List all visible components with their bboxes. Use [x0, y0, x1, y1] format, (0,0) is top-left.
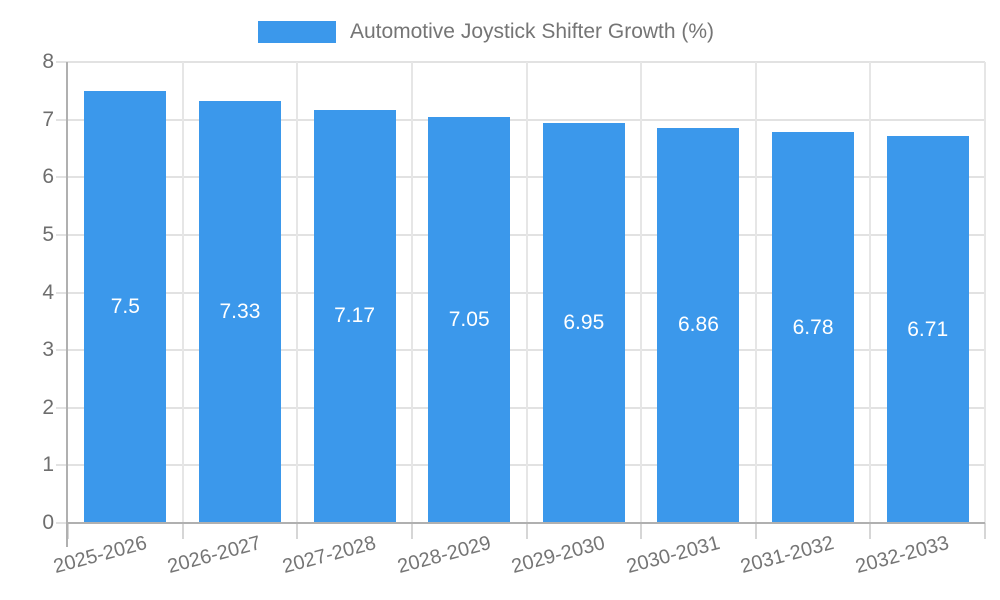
bar-value-label: 6.78: [792, 315, 834, 339]
x-axis-category-label: 2026-2027: [165, 532, 264, 579]
y-axis-tick-label: 4: [42, 280, 54, 304]
y-axis-tick-label: 1: [42, 453, 54, 477]
y-axis-tick: [56, 349, 68, 352]
x-axis-tick: [754, 523, 757, 539]
gridline-vertical: [525, 62, 528, 523]
x-axis-tick: [410, 523, 413, 539]
gridline-vertical: [754, 62, 757, 523]
y-axis-tick: [56, 522, 68, 524]
x-axis-tick: [869, 523, 872, 539]
x-axis-line: [66, 522, 985, 524]
bar[interactable]: [198, 100, 281, 523]
bar-value-label: 7.17: [334, 304, 375, 328]
y-axis-tick-label: 3: [42, 338, 54, 362]
x-axis-category-label: 2030-2031: [624, 532, 723, 579]
y-axis-tick: [56, 233, 68, 236]
x-axis-tick: [640, 523, 643, 539]
chart-legend: Automotive Joystick Shifter Growth (%): [0, 20, 986, 44]
legend-swatch-icon: [257, 21, 336, 43]
bar[interactable]: [886, 136, 969, 523]
gridline-vertical: [984, 62, 986, 523]
x-axis-tick: [984, 523, 986, 539]
y-axis-tick: [56, 118, 68, 121]
bar[interactable]: [428, 116, 511, 523]
x-axis-category-label: 2029-2030: [509, 532, 608, 579]
legend-label: Automotive Joystick Shifter Growth (%): [349, 20, 715, 43]
y-axis-tick-label: 7: [42, 107, 54, 131]
y-axis-tick-label: 8: [42, 50, 54, 73]
bar[interactable]: [313, 109, 396, 523]
bar-value-label: 7.5: [110, 294, 140, 318]
y-axis-tick-label: 5: [42, 222, 54, 246]
bar[interactable]: [84, 90, 167, 523]
y-axis-line: [66, 62, 68, 547]
y-axis-tick-label: 2: [42, 395, 54, 419]
y-axis-tick: [56, 291, 68, 294]
bar-value-label: 6.86: [678, 313, 719, 337]
bar-value-label: 7.33: [219, 299, 261, 323]
y-axis-tick: [56, 176, 68, 179]
y-axis-tick: [56, 61, 68, 63]
y-axis-tick-label: 0: [42, 511, 54, 534]
y-axis-tick: [56, 406, 68, 409]
gridline-vertical: [296, 62, 299, 523]
bar-value-label: 6.95: [563, 310, 605, 334]
x-axis-tick: [67, 523, 69, 539]
bar[interactable]: [772, 132, 855, 523]
x-axis-category-label: 2031-2032: [738, 532, 837, 579]
gridline-vertical: [181, 62, 184, 523]
gridline-vertical: [869, 62, 872, 523]
x-axis-category-label: 2032-2033: [853, 532, 952, 579]
x-axis-tick: [181, 523, 184, 539]
gridline-vertical: [640, 62, 643, 523]
x-axis-category-label: 2027-2028: [280, 532, 379, 579]
bar[interactable]: [657, 127, 740, 523]
y-axis-tick-label: 6: [42, 165, 54, 189]
bar-value-label: 7.05: [448, 307, 490, 331]
gridline-vertical: [410, 62, 413, 523]
x-axis-category-label: 2028-2029: [394, 532, 493, 579]
y-axis-tick: [56, 464, 68, 467]
x-axis-tick: [525, 523, 528, 539]
bar-value-label: 6.71: [907, 317, 949, 341]
x-axis-tick: [296, 523, 299, 539]
bar[interactable]: [542, 122, 625, 523]
